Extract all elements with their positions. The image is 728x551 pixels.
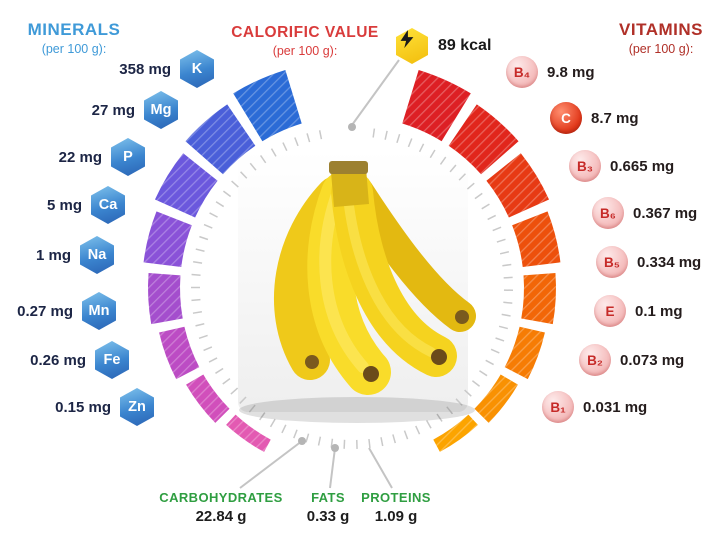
vitamin-value: 8.7 mg [591, 109, 639, 127]
macro-fats: FATS 0.33 g [292, 490, 364, 525]
macro-label: PROTEINS [361, 490, 431, 505]
mineral-row-ca: 5 mg Ca [0, 186, 125, 224]
vitamin-value: 0.031 mg [583, 398, 648, 416]
mineral-value: 22 mg [58, 148, 102, 166]
vitamin-row-c: C 8.7 mg [550, 102, 639, 134]
vitamin-value: 9.8 mg [547, 63, 595, 81]
vitamin-value: 0.334 mg [637, 253, 702, 271]
mineral-row-mg: 27 mg Mg [8, 91, 178, 129]
calorific-value: 89 kcal [438, 37, 492, 54]
minerals-header: MINERALS (per 100 g): [16, 20, 132, 56]
macro-value: 1.09 g [374, 508, 418, 525]
mineral-value: 0.26 mg [30, 351, 86, 369]
mineral-row-k: 358 mg K [44, 50, 214, 88]
vitamin-badge-b1: B₁ [542, 391, 574, 423]
vitamin-value: 0.073 mg [620, 351, 685, 369]
leader-lines [239, 59, 400, 489]
calorific-header: CALORIFIC VALUE (per 100 g): [224, 24, 386, 58]
mineral-value: 0.27 mg [17, 302, 73, 320]
mineral-row-fe: 0.26 mg Fe [0, 341, 129, 379]
vitamins-title: VITAMINS [619, 20, 703, 39]
gauge-segments [143, 69, 561, 452]
fats-anchor-dot [331, 444, 339, 452]
mineral-badge-p: P [111, 138, 145, 176]
gauge-ticks [190, 128, 513, 449]
mineral-value: 358 mg [119, 60, 171, 78]
calorific-subtitle: (per 100 g): [272, 43, 338, 58]
carbs-anchor-dot [298, 437, 306, 445]
macro-proteins: PROTEINS 1.09 g [353, 490, 439, 525]
lightning-icon [396, 28, 428, 64]
vitamin-badge-c: C [550, 102, 582, 134]
vitamin-row-b3: B₃ 0.665 mg [569, 150, 674, 182]
macro-label: FATS [311, 490, 345, 505]
minerals-subtitle: (per 100 g): [41, 41, 107, 56]
vitamin-row-b4: B₄ 9.8 mg [506, 56, 595, 88]
vitamin-value: 0.665 mg [610, 157, 675, 175]
vitamin-row-e: E 0.1 mg [594, 295, 683, 327]
mineral-badge-ca: Ca [91, 186, 125, 224]
vitamin-badge-b5: B₅ [596, 246, 628, 278]
macro-value: 22.84 g [195, 508, 247, 525]
vitamin-badge-b4: B₄ [506, 56, 538, 88]
mineral-badge-zn: Zn [120, 388, 154, 426]
mineral-row-mn: 0.27 mg Mn [0, 292, 116, 330]
macro-carbohydrates: CARBOHYDRATES 22.84 g [148, 490, 294, 525]
mineral-badge-mn: Mn [82, 292, 116, 330]
bananas-illustration [239, 161, 476, 423]
vitamin-badge-b6: B₆ [592, 197, 624, 229]
calorific-badge: 89 kcal [396, 28, 491, 64]
mineral-value: 27 mg [91, 101, 135, 119]
vitamin-value: 0.1 mg [635, 302, 683, 320]
mineral-value: 5 mg [46, 196, 82, 214]
vitamin-badge-e: E [594, 295, 626, 327]
vitamin-value: 0.367 mg [633, 204, 698, 222]
vitamin-row-b1: B₁ 0.031 mg [542, 391, 647, 423]
vitamin-row-b6: B₆ 0.367 mg [592, 197, 697, 229]
macro-value: 0.33 g [306, 508, 350, 525]
minerals-title: MINERALS [27, 20, 121, 39]
lightning-bolt-glyph [400, 29, 414, 49]
mineral-badge-k: K [180, 50, 214, 88]
mineral-value: 1 mg [35, 246, 71, 264]
top-anchor-dot [348, 123, 356, 131]
calorific-title: CALORIFIC VALUE [231, 24, 379, 41]
vitamin-badge-b3: B₃ [569, 150, 601, 182]
vitamins-header: VITAMINS (per 100 g): [606, 20, 716, 56]
mineral-badge-mg: Mg [144, 91, 178, 129]
mineral-value: 0.15 mg [55, 398, 111, 416]
vitamin-badge-b2: B₂ [579, 344, 611, 376]
vitamins-subtitle: (per 100 g): [628, 41, 694, 56]
macro-label: CARBOHYDRATES [159, 490, 283, 505]
mineral-row-na: 1 mg Na [0, 236, 114, 274]
vitamin-row-b5: B₅ 0.334 mg [596, 246, 701, 278]
mineral-row-zn: 0.15 mg Zn [0, 388, 154, 426]
mineral-badge-na: Na [80, 236, 114, 274]
mineral-row-p: 22 mg P [0, 138, 145, 176]
vitamin-row-b2: B₂ 0.073 mg [579, 344, 684, 376]
mineral-badge-fe: Fe [95, 341, 129, 379]
